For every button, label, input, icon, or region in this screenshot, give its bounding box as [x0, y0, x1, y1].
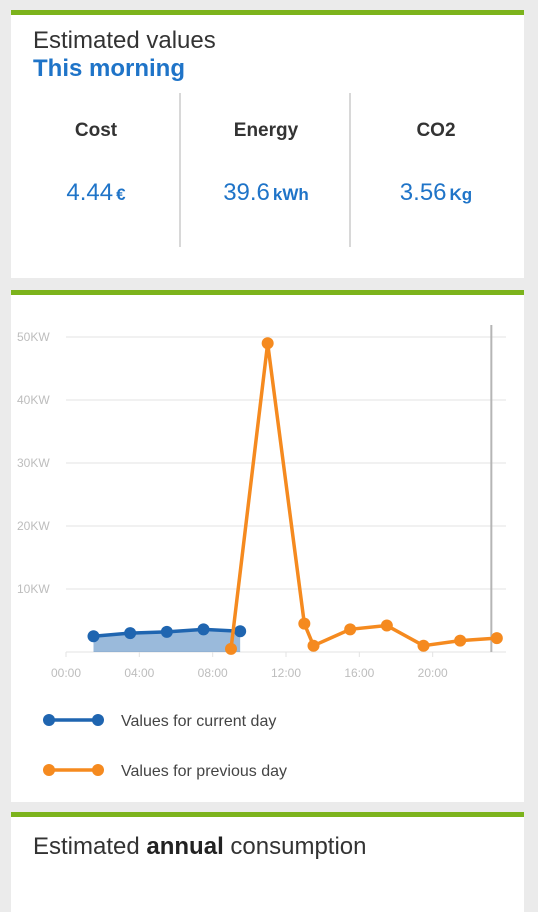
metric-energy: Energy 39.6 kWh [181, 93, 351, 251]
metric-value: 3.56 Kg [351, 179, 521, 207]
data-point [225, 642, 237, 655]
y-tick-label: 30KW [17, 456, 50, 470]
estimated-values-card: Estimated values This morning Cost 4.44 €… [11, 10, 524, 278]
metric-divider [179, 93, 181, 247]
data-point [490, 632, 503, 645]
annual-title-suffix: consumption [223, 833, 367, 860]
metric-unit: kWh [272, 185, 309, 204]
annual-consumption-card: Estimated annual consumption [11, 812, 524, 912]
card-title: Estimated values [33, 27, 216, 54]
x-tick-label: 20:00 [418, 666, 448, 680]
legend-item[interactable]: Values for current day [43, 713, 276, 730]
legend-dot [92, 714, 104, 726]
legend-dot [92, 764, 104, 776]
power-chart[interactable]: 10KW 20KW 30KW 40KW 50KW 00:00 04:00 08:00 12:00… [11, 295, 524, 802]
data-point [417, 639, 430, 652]
data-point [307, 639, 320, 652]
metric-number: 39.6 [223, 179, 270, 206]
x-tick-label: 04:00 [124, 666, 154, 680]
data-point [261, 337, 274, 350]
data-point [197, 623, 210, 636]
legend-dot [43, 764, 55, 776]
metric-cost: Cost 4.44 € [11, 93, 181, 251]
power-chart-card: 10KW 20KW 30KW 40KW 50KW 00:00 04:00 08:00 12:00… [11, 290, 524, 802]
annual-title-prefix: Estimated [33, 833, 147, 860]
data-point [124, 627, 137, 640]
metric-co2: CO2 3.56 Kg [351, 93, 521, 251]
legend-label: Values for current day [121, 713, 276, 730]
metric-unit: € [116, 185, 126, 204]
metric-label: Cost [74, 120, 118, 141]
x-tick-label: 12:00 [271, 666, 301, 680]
metric-unit: Kg [449, 185, 473, 204]
metric-label: Energy [233, 120, 299, 141]
legend-label: Values for previous day [121, 763, 287, 780]
metric-label: CO2 [416, 120, 456, 141]
metric-number: 4.44 [66, 179, 114, 206]
data-point [234, 625, 247, 638]
series-line [229, 341, 497, 650]
x-tick-label: 16:00 [344, 666, 374, 680]
annual-title: Estimated annual consumption [33, 833, 366, 861]
data-point [380, 619, 393, 632]
y-tick-label: 40KW [17, 393, 50, 407]
data-point [454, 634, 467, 647]
metric-number: 3.56 [399, 179, 447, 206]
period-label: This morning [33, 55, 185, 82]
data-point [344, 623, 357, 636]
legend-dot [43, 714, 55, 726]
metric-divider [349, 93, 351, 247]
data-point [298, 617, 311, 630]
legend-item[interactable]: Values for previous day [43, 763, 287, 780]
y-tick-label: 20KW [17, 519, 50, 533]
data-point [87, 630, 100, 643]
y-tick-label: 10KW [17, 582, 50, 596]
metric-value: 39.6 kWh [181, 179, 351, 207]
metric-value: 4.44 € [11, 179, 181, 207]
y-tick-label: 50KW [17, 330, 50, 344]
x-tick-label: 00:00 [51, 666, 81, 680]
data-point [160, 625, 173, 638]
x-tick-label: 08:00 [198, 666, 228, 680]
annual-title-bold: annual [146, 833, 224, 860]
